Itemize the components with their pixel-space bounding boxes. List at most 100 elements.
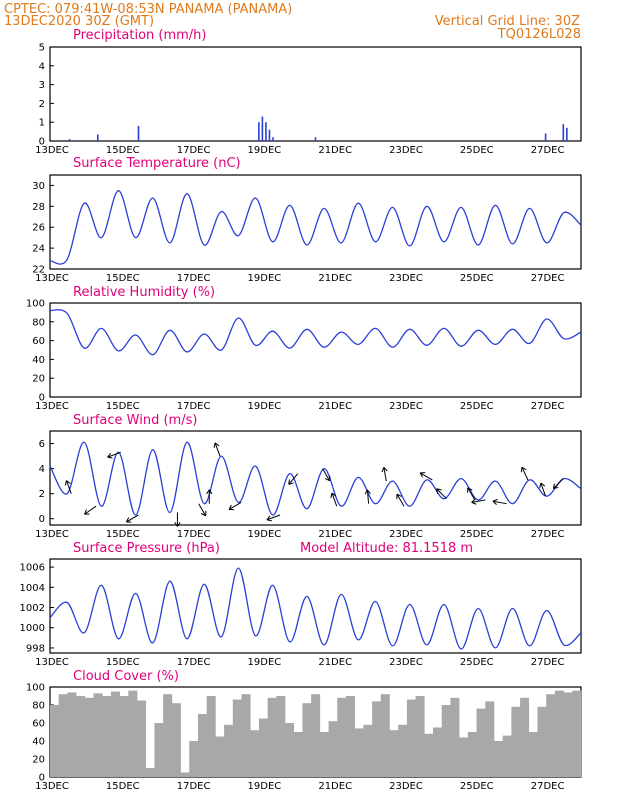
cloud-bar [50,705,60,777]
cloud-x-tick-label: 17DEC [177,781,211,792]
cloud-bar [258,718,268,777]
cloud-x-tick-label: 21DEC [318,781,352,792]
pressure-y-tick-label: 998 [26,643,45,654]
temperature-x-tick-label: 25DEC [460,273,494,284]
wind-vector [539,482,547,497]
humidity-x-tick-label: 13DEC [35,401,69,412]
cloud-bar [467,732,477,777]
precipitation-x-tick-label: 15DEC [106,145,140,156]
cloud-bar [363,724,373,777]
precip-bar [566,127,568,141]
precip-bar [96,134,99,141]
cloud-bar [345,696,355,777]
humidity-frame [49,302,582,398]
humidity-y-tick-label: 60 [32,336,45,347]
temperature-x-tick-label: 21DEC [318,273,352,284]
cloud-bar [128,690,138,777]
cloud-bar [293,732,303,777]
cloud-bar [511,706,521,777]
temperature-x-tick-label: 17DEC [177,273,211,284]
precip-bar [137,125,140,141]
wind-x-tick-label: 17DEC [177,529,211,540]
pressure-x-tick-label: 17DEC [177,657,211,668]
pressure-y-tick-label: 1004 [20,583,45,594]
cloud-bar [554,690,564,777]
cloud-bar [424,733,434,777]
precipitation-x-tick-label: 19DEC [248,145,282,156]
precipitation-y-tick-label: 1 [39,118,45,129]
cloud-y-tick-label: 100 [26,683,45,694]
temperature-plot: 13DEC 15DEC 17DEC 19DEC 21DEC 23DEC 25DEC 27DEC… [32,174,582,284]
wind-vector [436,488,447,500]
cloud-bar [267,697,277,777]
temperature-y-tick-label: 30 [32,181,45,192]
precipitation-title: Precipitation (mm/h) [73,28,206,43]
cloud-bar [215,736,225,777]
humidity-x-tick-label: 17DEC [177,401,211,412]
cloud-bar [528,732,538,777]
wind-vector [288,473,299,485]
precipitation-y-tick-label: 2 [39,99,45,110]
pressure-x-tick-label: 19DEC [248,657,282,668]
cloud-x-tick-label: 19DEC [248,781,282,792]
precipitation-x-tick-label: 25DEC [460,145,494,156]
precip-bar [265,122,267,141]
cloud-x-tick-label: 27DEC [531,781,565,792]
temperature-frame [49,174,582,270]
humidity-title: Relative Humidity (%) [73,285,215,300]
humidity-x-tick-label: 19DEC [248,401,282,412]
precipitation-x-tick-label: 23DEC [389,145,423,156]
cloud-bar [372,701,382,777]
wind-vector [492,498,507,506]
wind-vector [206,489,213,504]
pressure-x-tick-label: 25DEC [460,657,494,668]
wind-x-tick-label: 19DEC [248,529,282,540]
cloud-bar [319,732,329,777]
cloud-title: Cloud Cover (%) [73,669,179,684]
wind-x-tick-label: 23DEC [389,529,423,540]
temperature-y-tick-label: 22 [32,265,45,276]
wind-vector [552,478,564,490]
pressure-title: Surface Pressure (hPa) [73,541,220,556]
cloud-x-tick-label: 25DEC [460,781,494,792]
pressure-plot: 13DEC 15DEC 17DEC 19DEC 21DEC 23DEC 25DEC 27DEC… [20,558,582,668]
pressure-y-tick-label: 1000 [20,623,45,634]
wind-title: Surface Wind (m/s) [73,413,197,428]
cloud-bar [441,705,451,777]
wind-vector [107,451,121,459]
cloud-bar [58,694,68,777]
precipitation-y-tick-label: 4 [39,61,45,72]
precipitation-plot: 13DEC 15DEC 17DEC 19DEC 21DEC 23DEC 25DEC 27DEC… [35,43,582,156]
cloud-x-tick-label: 23DEC [389,781,423,792]
cloud-bar [145,768,155,777]
humidity-x-tick-label: 25DEC [460,401,494,412]
cloud-bar [354,728,364,777]
cloud-bar [163,694,173,777]
cloud-bar [102,696,112,777]
humidity-x-tick-label: 23DEC [389,401,423,412]
humidity-y-tick-label: 0 [39,393,45,404]
precip-bar [544,133,547,141]
temperature-y-tick-label: 28 [32,202,45,213]
cloud-bar [110,691,120,777]
cloud-bar [493,741,503,777]
cloud-bar [67,692,77,777]
wind-frame [49,430,582,526]
humidity-x-tick-label: 27DEC [531,401,565,412]
precipitation-x-tick-label: 17DEC [177,145,211,156]
cloud-bar [250,730,260,777]
temperature-y-tick-label: 26 [32,223,45,234]
temperature-x-tick-label: 15DEC [106,273,140,284]
wind-vector [419,472,433,481]
wind-vector [84,505,97,515]
temperature-x-tick-label: 23DEC [389,273,423,284]
cloud-bar [415,696,425,777]
precipitation-y-tick-label: 3 [39,80,45,91]
cloud-panel: Cloud Cover (%) 13DEC 15DEC 17DEC 19DEC 21DE… [26,669,582,792]
pressure-panel: Surface Pressure (hPa) Model Altitude: 8… [20,541,582,668]
wind-x-tick-label: 13DEC [35,529,69,540]
cloud-bar [476,708,486,777]
cloud-bar [302,703,312,777]
wind-vector [64,480,72,494]
